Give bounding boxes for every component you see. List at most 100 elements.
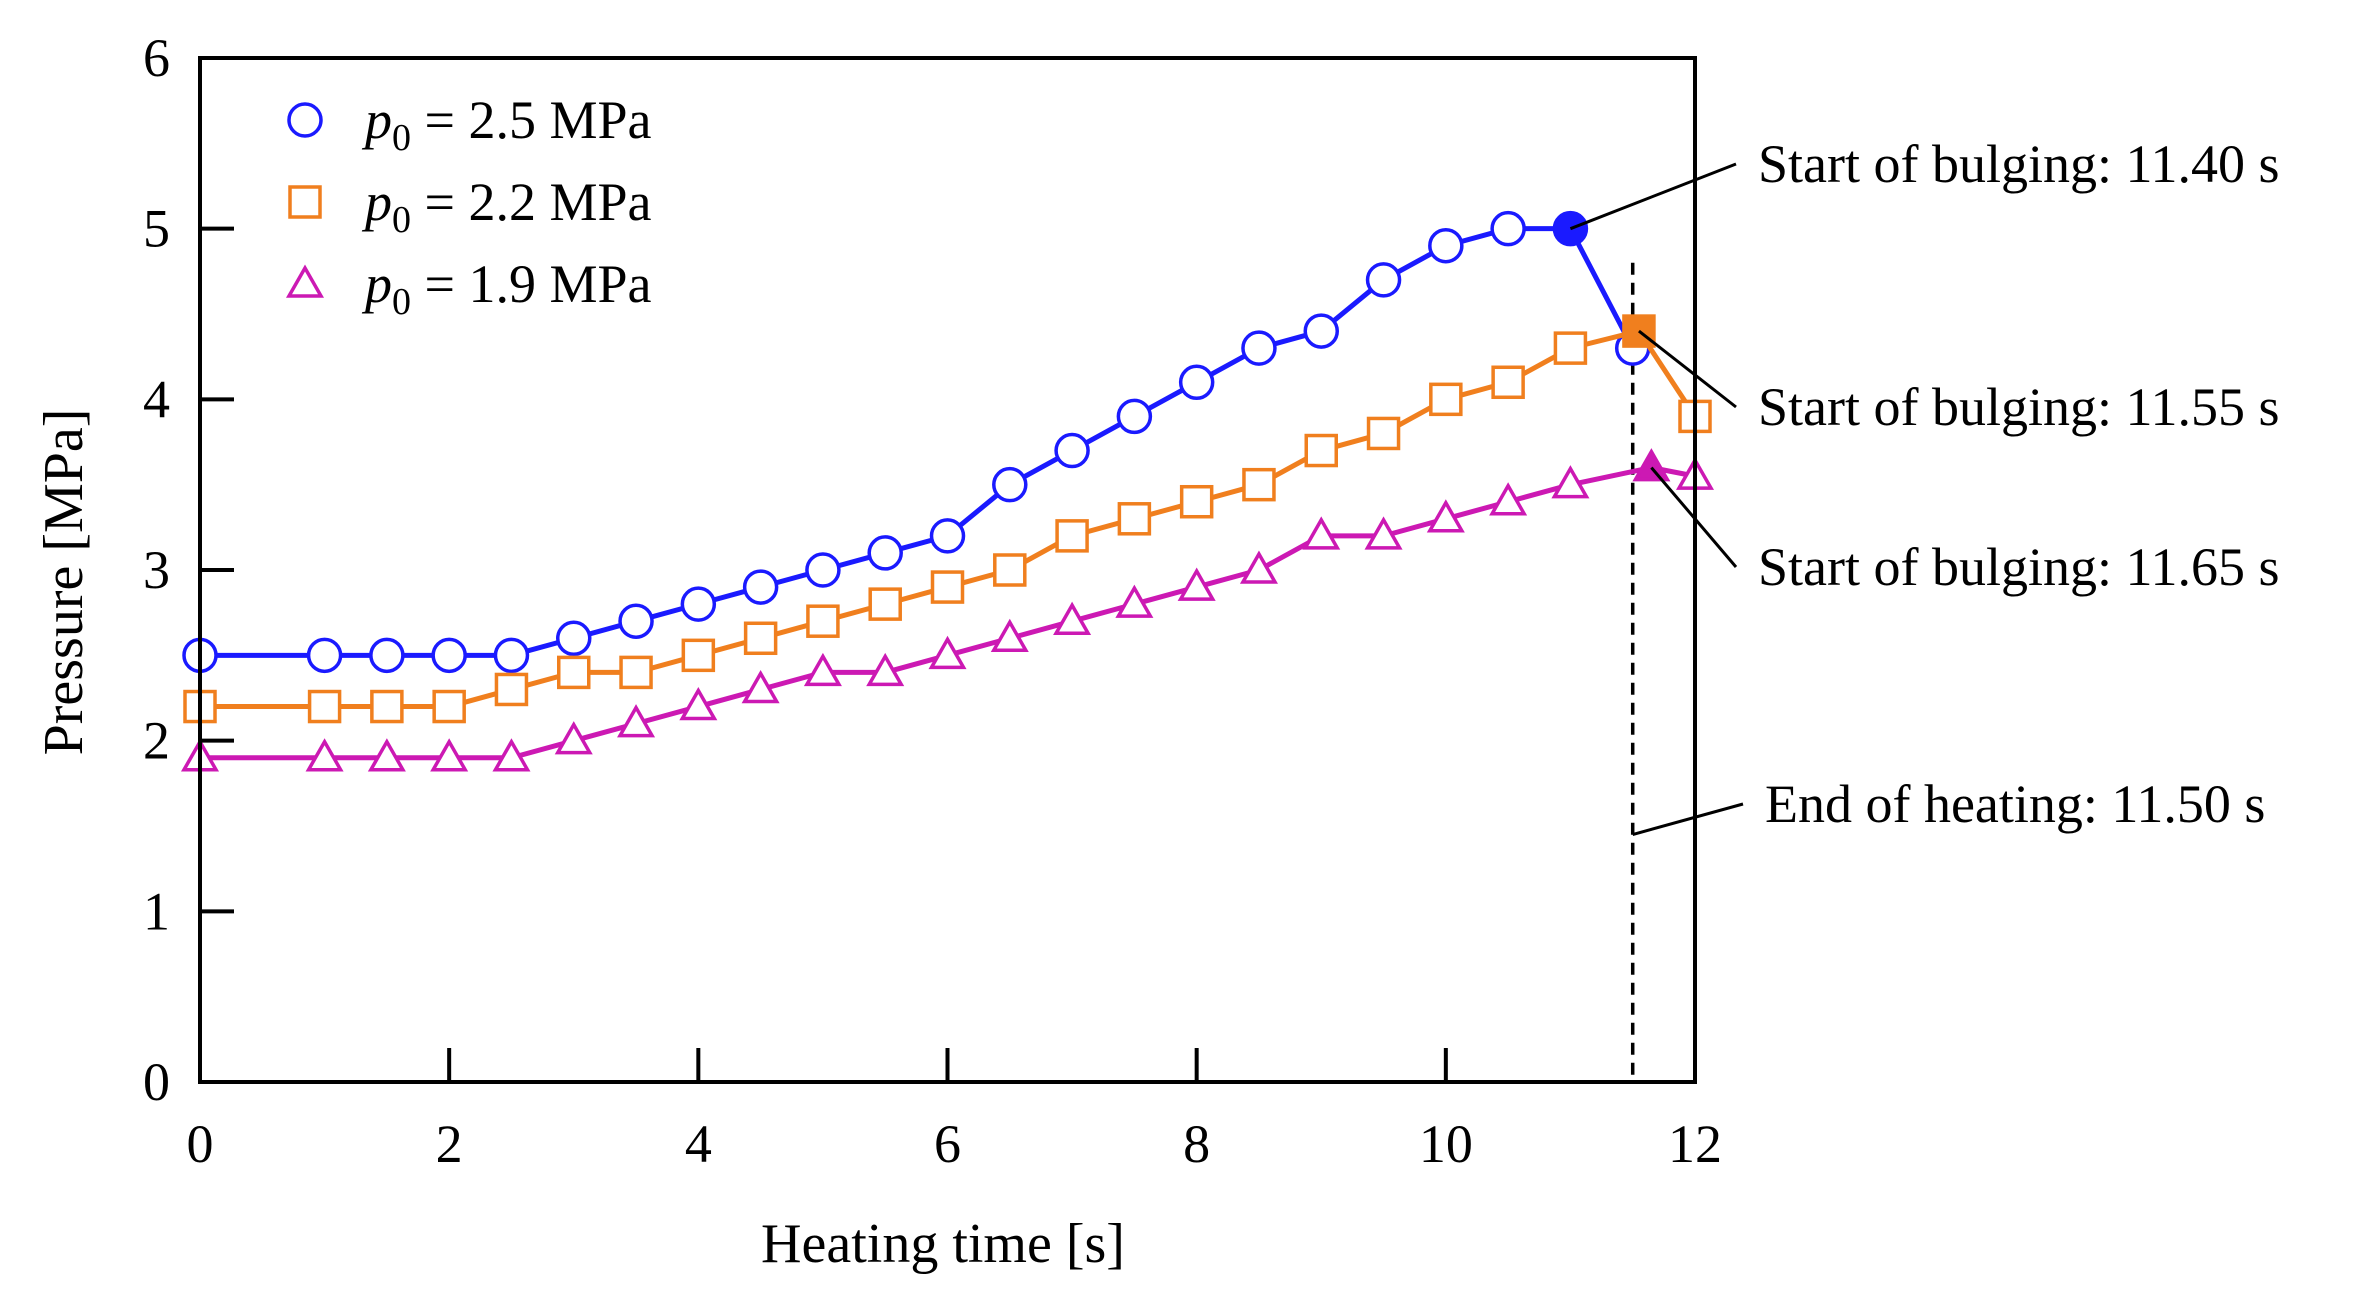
annotation: Start of bulging: 11.55 s xyxy=(1638,329,2280,437)
data-point xyxy=(1239,550,1278,584)
data-point xyxy=(431,637,467,674)
legend-marker xyxy=(288,185,322,219)
legend-label: p0 = 1.9 MPa xyxy=(361,254,652,323)
legend-entry: p0 = 2.2 MPa xyxy=(288,172,652,241)
data-point xyxy=(556,620,592,657)
annotation-leader xyxy=(1638,329,1737,409)
data-point xyxy=(805,552,841,588)
data-point xyxy=(1489,482,1528,516)
data-point xyxy=(557,655,591,690)
data-point xyxy=(993,553,1027,587)
legend-symbol: p xyxy=(361,172,392,232)
legend-subscript: 0 xyxy=(392,117,411,159)
data-point xyxy=(868,587,902,621)
data-point xyxy=(370,689,404,724)
annotation: Start of bulging: 11.40 s xyxy=(1569,134,2280,231)
legend-label: p0 = 2.5 MPa xyxy=(361,90,652,159)
x-tick-label: 0 xyxy=(187,1114,214,1174)
data-point xyxy=(430,738,469,772)
data-point xyxy=(1242,467,1276,502)
data-point xyxy=(432,689,466,724)
data-point xyxy=(1365,262,1402,298)
data-point xyxy=(1179,484,1214,519)
x-tick-label: 10 xyxy=(1419,1114,1473,1174)
data-point xyxy=(1553,331,1588,365)
data-point xyxy=(1491,365,1525,400)
legend-symbol: p xyxy=(361,90,392,150)
data-point xyxy=(1054,432,1090,469)
legend-value: = 2.2 MPa xyxy=(411,172,652,232)
data-point xyxy=(1303,313,1339,349)
series-circle xyxy=(182,210,1651,674)
data-point xyxy=(1115,584,1154,618)
data-point xyxy=(1116,398,1153,435)
annotation-leader xyxy=(1569,162,1737,231)
y-tick-label: 3 xyxy=(143,540,170,600)
x-tick-label: 8 xyxy=(1183,1114,1210,1174)
data-point xyxy=(617,704,656,738)
data-point xyxy=(680,586,717,622)
data-point xyxy=(367,738,406,772)
legend-subscript: 0 xyxy=(392,199,411,241)
data-point xyxy=(306,637,343,674)
data-point xyxy=(1178,364,1215,401)
data-point xyxy=(1429,382,1463,417)
y-tick-label: 5 xyxy=(143,199,170,259)
data-point xyxy=(930,570,965,604)
data-point xyxy=(1053,601,1092,635)
data-point xyxy=(492,738,531,772)
data-point xyxy=(1490,210,1526,247)
annotation-label: Start of bulging: 11.65 s xyxy=(1758,537,2280,597)
data-point xyxy=(307,689,342,724)
series-square xyxy=(183,314,1712,724)
data-point xyxy=(928,635,967,670)
data-point xyxy=(554,721,593,755)
annotation: Start of bulging: 11.65 s xyxy=(1650,466,2280,597)
y-tick-label: 4 xyxy=(143,369,170,429)
data-point xyxy=(494,672,529,707)
series-line xyxy=(200,465,1696,761)
data-point xyxy=(1304,433,1338,468)
legend-subscript: 0 xyxy=(392,281,411,323)
data-point xyxy=(741,669,780,704)
annotation-label: Start of bulging: 11.55 s xyxy=(1758,377,2280,437)
data-point xyxy=(493,637,530,674)
annotation-label: Start of bulging: 11.40 s xyxy=(1758,134,2280,194)
data-point xyxy=(1055,519,1089,553)
annotation-leader xyxy=(1650,466,1738,568)
y-tick-label: 1 xyxy=(143,881,170,941)
x-tick-label: 2 xyxy=(436,1114,463,1174)
x-axis-title: Heating time [s] xyxy=(761,1213,1125,1275)
data-point xyxy=(1302,516,1341,550)
x-tick-label: 4 xyxy=(685,1114,712,1174)
annotation-leader xyxy=(1632,802,1744,836)
legend-marker xyxy=(285,264,325,298)
legend-entry: p0 = 2.5 MPa xyxy=(287,90,652,159)
data-point xyxy=(618,603,654,639)
data-point xyxy=(867,535,903,571)
legend-label: p0 = 2.2 MPa xyxy=(361,172,652,241)
y-axis-title: Pressure [MPa] xyxy=(33,409,95,756)
legend-value: = 2.5 MPa xyxy=(411,90,652,150)
x-tick-label: 12 xyxy=(1668,1114,1722,1174)
data-point xyxy=(1241,330,1277,366)
data-point xyxy=(369,637,405,674)
annotation-label: End of heating: 11.50 s xyxy=(1765,774,2265,834)
data-point xyxy=(679,687,718,721)
annotations: Start of bulging: 11.40 s Start of bulgin… xyxy=(1569,134,2280,836)
annotation: End of heating: 11.50 s xyxy=(1632,774,2265,836)
data-point xyxy=(1364,516,1403,550)
data-point xyxy=(742,569,779,605)
data-point xyxy=(681,638,716,673)
data-point xyxy=(929,518,966,554)
data-point xyxy=(1117,502,1152,536)
data-point xyxy=(806,604,840,638)
data-point xyxy=(619,655,653,690)
data-point xyxy=(990,618,1029,653)
x-tick-label: 6 xyxy=(934,1114,961,1174)
data-point xyxy=(1177,567,1216,601)
series-triangle xyxy=(180,448,1715,772)
